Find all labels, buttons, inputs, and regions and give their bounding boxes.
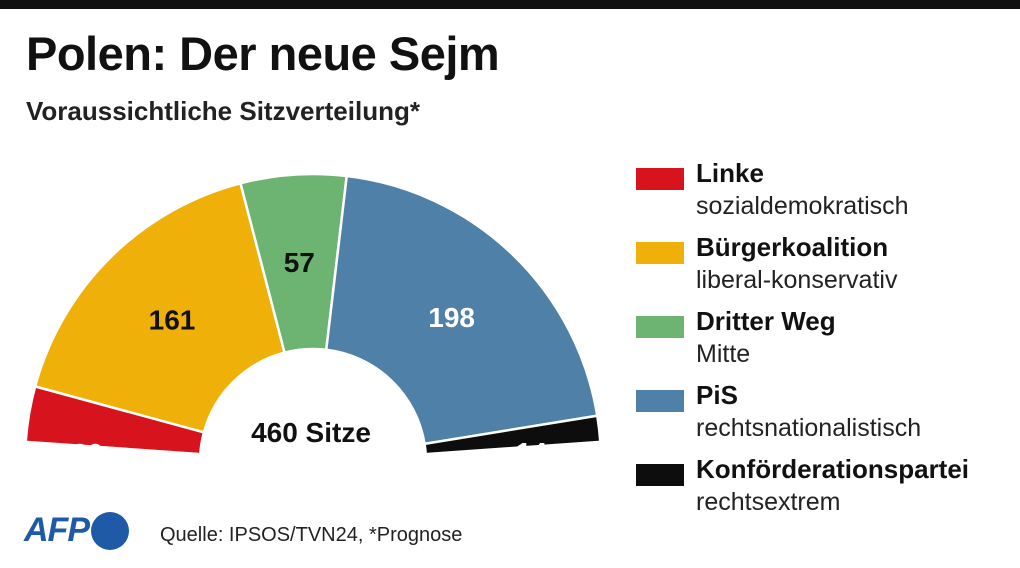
seat-value-label: 30 [72,438,103,469]
chart-title: Polen: Der neue Sejm [26,27,500,80]
chart-subtitle: Voraussichtliche Sitzverteilung* [26,96,420,126]
seat-value-label: 14 [516,437,548,468]
source-note: Quelle: IPSOS/TVN24, *Prognose [160,524,463,546]
seat-value-label: 161 [149,304,196,335]
legend-description: rechtsnationalistisch [696,414,922,442]
afp-logo-text: AFP [24,511,90,549]
legend-name: Konförderationspartei [696,454,970,484]
seat-segment-2 [33,181,287,434]
legend-description: rechtsextrem [696,488,841,516]
center-label: 460 Sitze [251,417,371,448]
parliament-chart: 30 161 57 198 14 460 Sitze [24,172,602,469]
seat-segment-4 [324,174,599,446]
seat-value-label: 198 [428,302,475,333]
seat-value-label: 57 [284,247,315,278]
legend-description: Mitte [696,340,751,368]
legend-description: sozialdemokratisch [696,192,909,220]
legend-name: Linke [696,158,764,188]
afp-logo: AFP [24,511,129,550]
legend-name: Dritter Weg [696,306,836,336]
legend-swatch-linke [636,168,684,190]
legend-name: Bürgerkoalition [696,232,889,262]
legend-swatch-buergerkoalition [636,242,684,264]
legend-swatch-dritter-weg [636,316,684,338]
legend-swatch-konfoederation [636,464,684,486]
seat-segment-5 [423,414,602,456]
legend-name: PiS [696,380,738,410]
top-rule [0,0,1020,9]
legend-description: liberal-konservativ [696,266,898,294]
afp-logo-dot [91,511,129,550]
legend-swatch-pis [636,390,684,412]
